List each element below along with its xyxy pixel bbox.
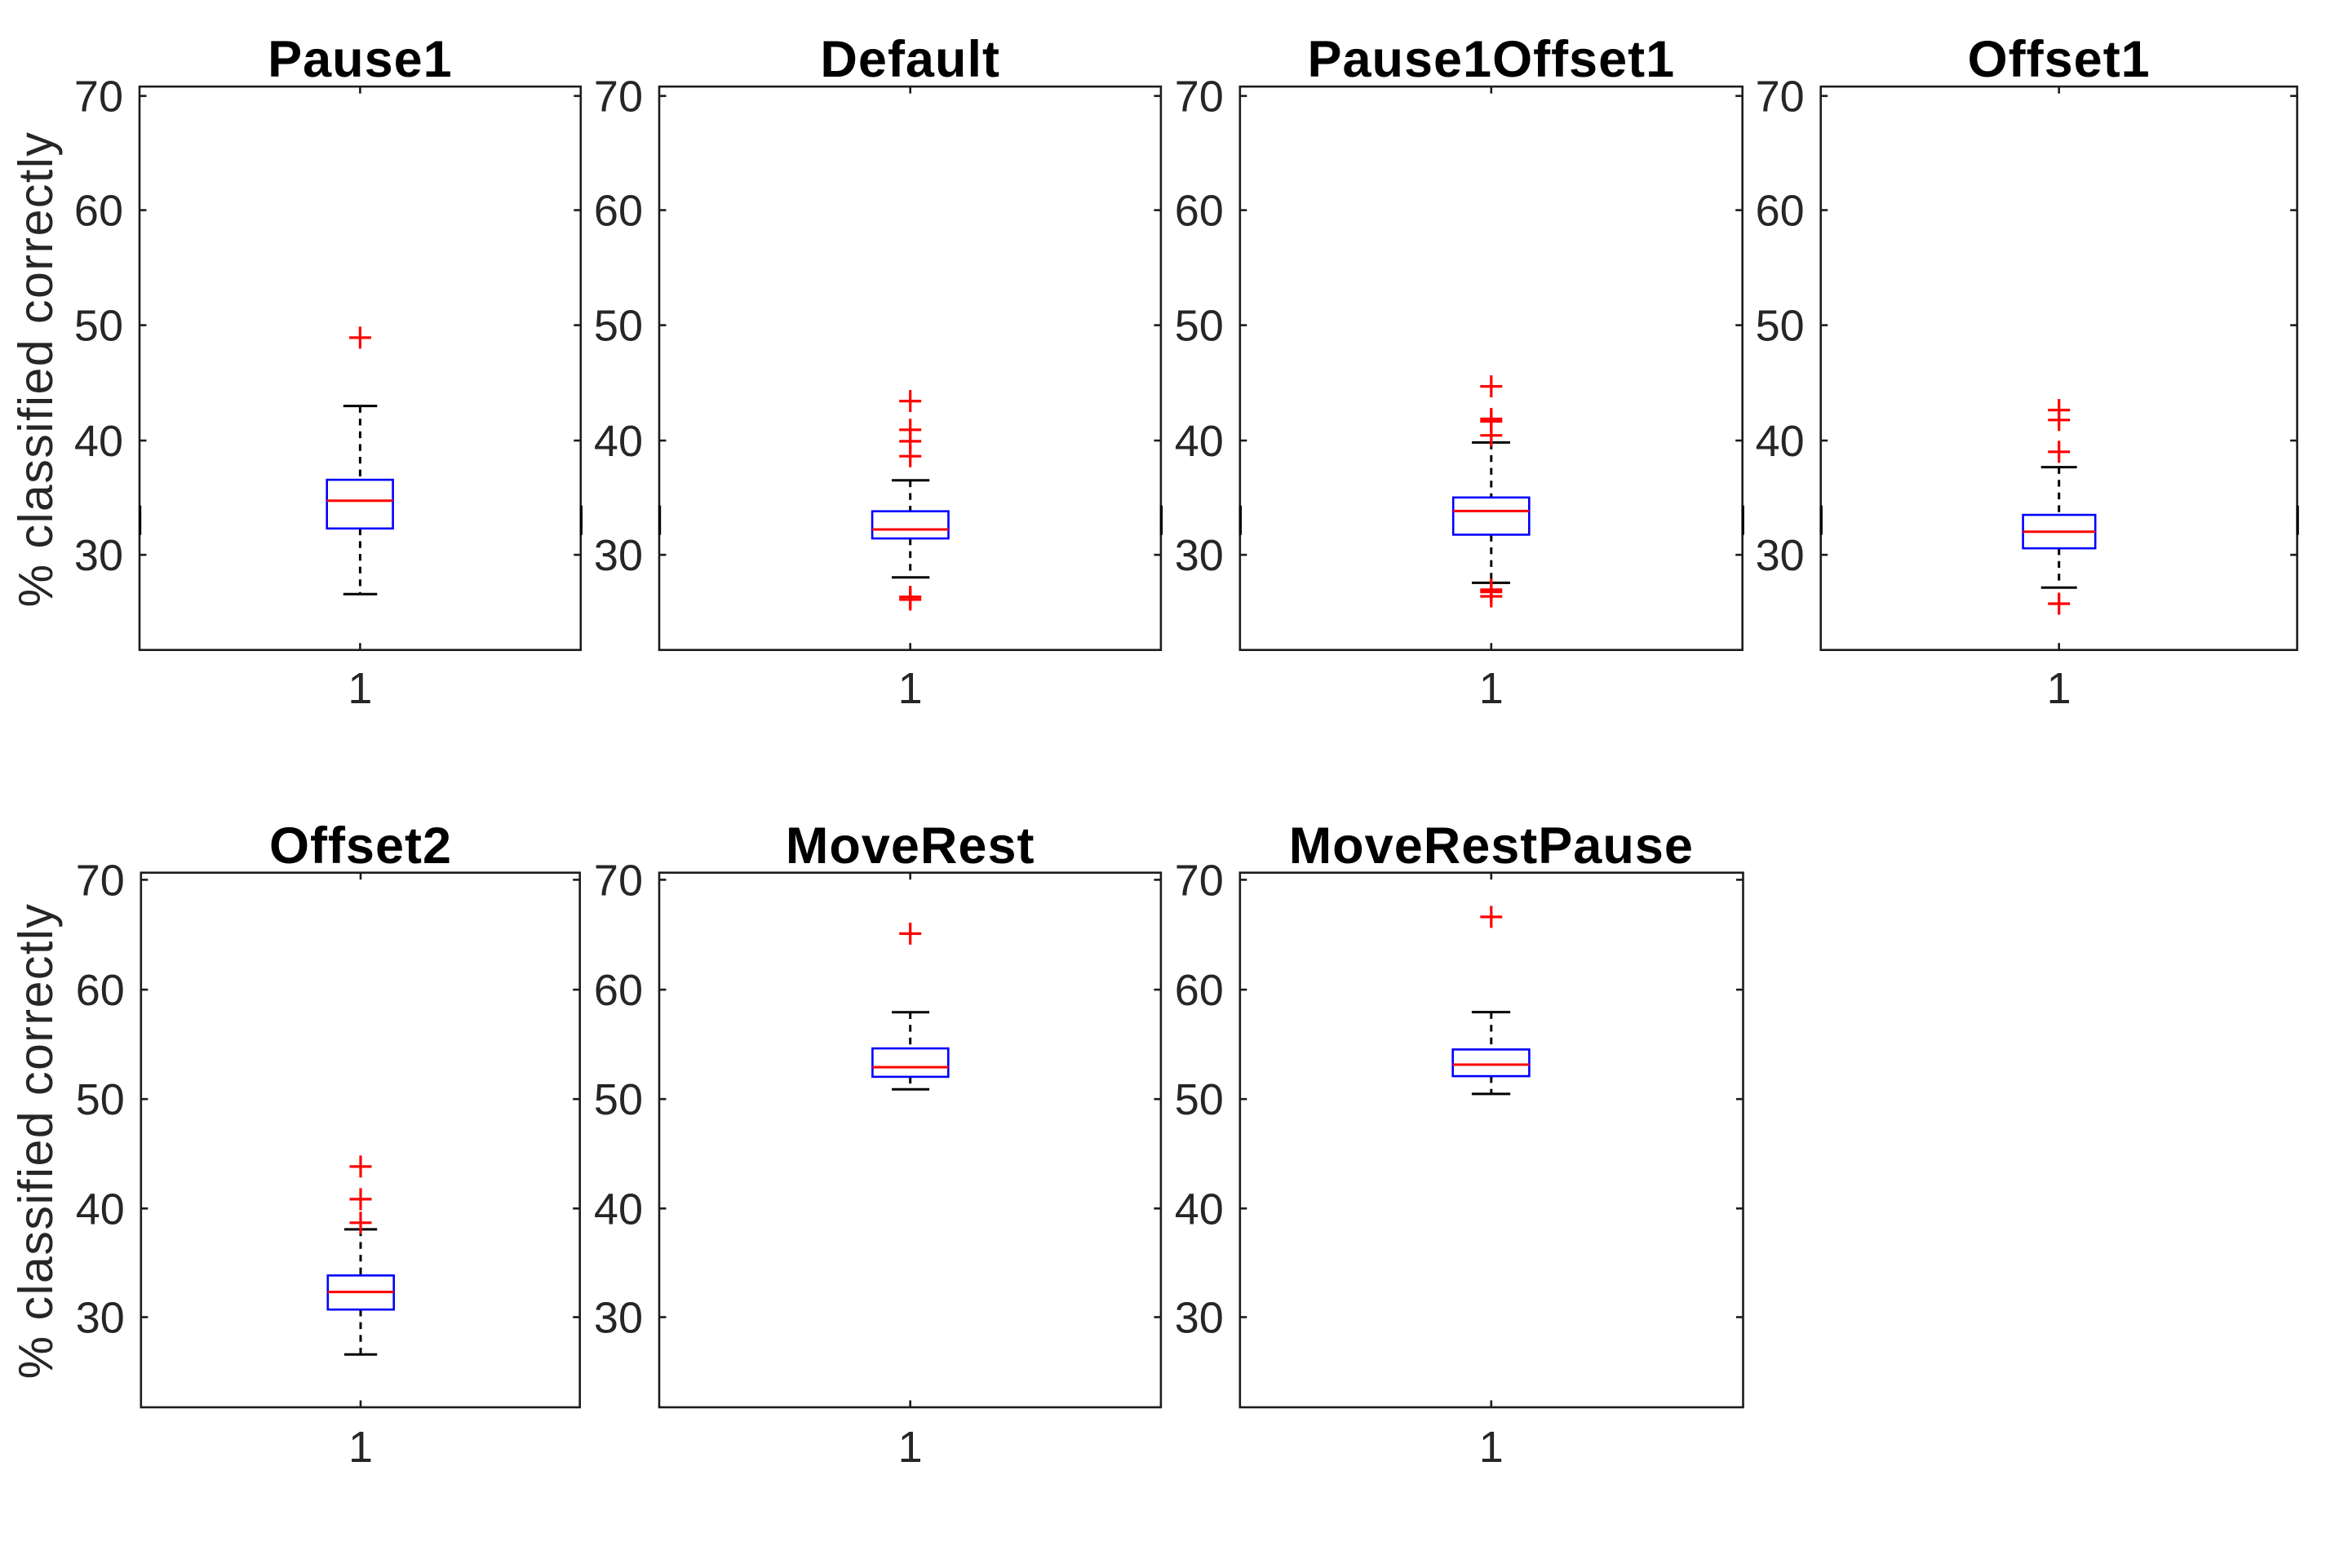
svg-text:30: 30 — [74, 531, 123, 580]
svg-text:50: 50 — [74, 302, 123, 351]
svg-text:40: 40 — [1175, 417, 1224, 466]
svg-text:70: 70 — [594, 856, 643, 905]
svg-text:60: 60 — [76, 966, 125, 1015]
svg-text:1: 1 — [2047, 664, 2071, 713]
svg-text:40: 40 — [76, 1185, 125, 1234]
svg-text:60: 60 — [1175, 966, 1224, 1015]
svg-text:50: 50 — [76, 1075, 125, 1124]
svg-text:60: 60 — [1175, 187, 1224, 236]
svg-text:70: 70 — [1175, 856, 1224, 905]
svg-text:60: 60 — [594, 187, 643, 236]
svg-text:70: 70 — [594, 73, 643, 122]
svg-text:30: 30 — [1175, 531, 1224, 580]
svg-text:MoveRest: MoveRest — [786, 817, 1035, 875]
svg-text:70: 70 — [1756, 73, 1805, 122]
svg-text:40: 40 — [74, 417, 123, 466]
svg-text:1: 1 — [348, 1423, 373, 1472]
svg-text:% classified correctly: % classified correctly — [9, 903, 63, 1380]
svg-text:1: 1 — [1479, 1423, 1504, 1472]
svg-text:MoveRestPause: MoveRestPause — [1289, 817, 1694, 875]
svg-text:1: 1 — [348, 664, 372, 713]
svg-text:70: 70 — [74, 73, 123, 122]
svg-text:40: 40 — [1175, 1185, 1224, 1234]
svg-text:Pause1: Pause1 — [268, 31, 453, 88]
svg-text:30: 30 — [76, 1294, 125, 1343]
svg-text:30: 30 — [1756, 531, 1805, 580]
svg-text:40: 40 — [1756, 417, 1805, 466]
svg-text:Default: Default — [820, 31, 1000, 88]
svg-text:40: 40 — [594, 1185, 643, 1234]
svg-text:30: 30 — [1175, 1294, 1224, 1343]
svg-text:30: 30 — [594, 531, 643, 580]
svg-text:50: 50 — [1175, 1075, 1224, 1124]
svg-text:40: 40 — [594, 417, 643, 466]
svg-text:60: 60 — [1756, 187, 1805, 236]
svg-text:50: 50 — [594, 302, 643, 351]
svg-text:30: 30 — [594, 1294, 643, 1343]
svg-text:% classified correctly: % classified correctly — [9, 131, 63, 608]
svg-text:1: 1 — [898, 1423, 923, 1472]
svg-text:70: 70 — [1175, 73, 1224, 122]
svg-text:60: 60 — [74, 187, 123, 236]
svg-text:Offset1: Offset1 — [1968, 31, 2151, 88]
svg-text:70: 70 — [76, 856, 125, 905]
svg-text:1: 1 — [1479, 664, 1504, 713]
svg-text:60: 60 — [594, 966, 643, 1015]
svg-text:1: 1 — [898, 664, 923, 713]
svg-text:50: 50 — [1756, 302, 1805, 351]
svg-text:50: 50 — [1175, 302, 1224, 351]
svg-text:50: 50 — [594, 1075, 643, 1124]
svg-text:Offset2: Offset2 — [269, 817, 452, 875]
svg-text:Pause1Offset1: Pause1Offset1 — [1307, 31, 1675, 88]
